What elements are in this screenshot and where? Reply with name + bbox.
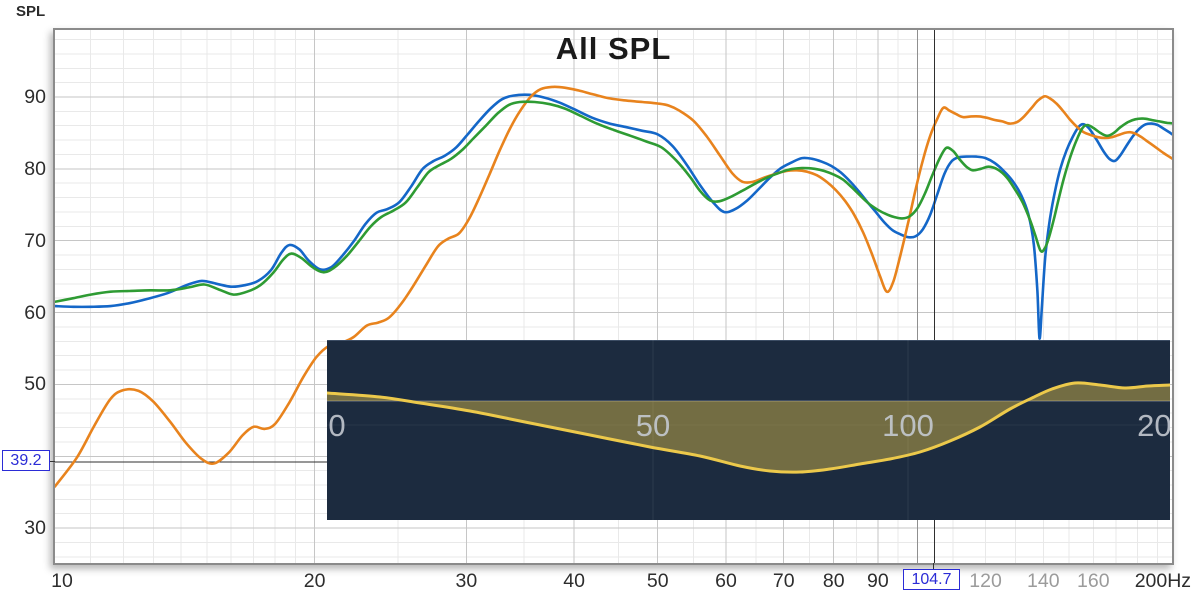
- y-tick-label-90: 90: [24, 86, 46, 108]
- spl-curve-blue-measurement: [55, 93, 1172, 340]
- x-tick-label-90: 90: [866, 570, 889, 592]
- x-tick-label-70: 70: [772, 570, 795, 592]
- x-tick-label-50: 50: [646, 570, 669, 592]
- x-tick-label-80: 80: [822, 570, 845, 592]
- cursor-hline-stub: [48, 461, 55, 462]
- inset-eq-curve: [327, 381, 1170, 474]
- cursor-vline-stub: [933, 563, 934, 570]
- overlay-inset-window[interactable]: 0 50 100 200: [327, 340, 1172, 520]
- x-tick-label-30: 30: [455, 570, 478, 592]
- y-tick-label-60: 60: [24, 301, 46, 324]
- cursor-spl-readout: 39.2: [2, 450, 50, 471]
- inset-tick-label: 100: [882, 408, 934, 443]
- y-tick-label-50: 50: [24, 373, 46, 396]
- spl-chart-canvas[interactable]: 0 50 100 200: [55, 30, 1172, 563]
- x-tick-label-10: 10: [51, 570, 73, 592]
- cursor-freq-readout: 104.7: [903, 569, 960, 590]
- spl-plot-area[interactable]: 050100200 All SPL: [53, 28, 1174, 565]
- x-tick-label-40: 40: [563, 570, 585, 592]
- inset-tick-label: 200: [1137, 408, 1172, 443]
- y-tick-label-30: 30: [24, 517, 46, 540]
- x-tick-label-20: 20: [303, 570, 326, 592]
- inset-background: [327, 340, 1170, 520]
- y-tick-label-80: 80: [24, 157, 46, 180]
- inset-curve-fill: [327, 382, 1170, 473]
- x-tick-label-120: 120: [969, 570, 1002, 592]
- spl-curve-green-measurement: [55, 100, 1172, 304]
- x-tick-label-140: 140: [1027, 570, 1060, 592]
- inset-tick-label: 0: [328, 408, 345, 443]
- x-tick-label-200Hz: 200Hz: [1134, 570, 1192, 592]
- x-tick-label-60: 60: [715, 570, 737, 592]
- y-tick-label-70: 70: [24, 229, 46, 252]
- y-axis-unit-label: SPL: [16, 3, 46, 20]
- x-tick-label-160: 160: [1077, 570, 1110, 592]
- inset-tick-label: 50: [636, 408, 670, 443]
